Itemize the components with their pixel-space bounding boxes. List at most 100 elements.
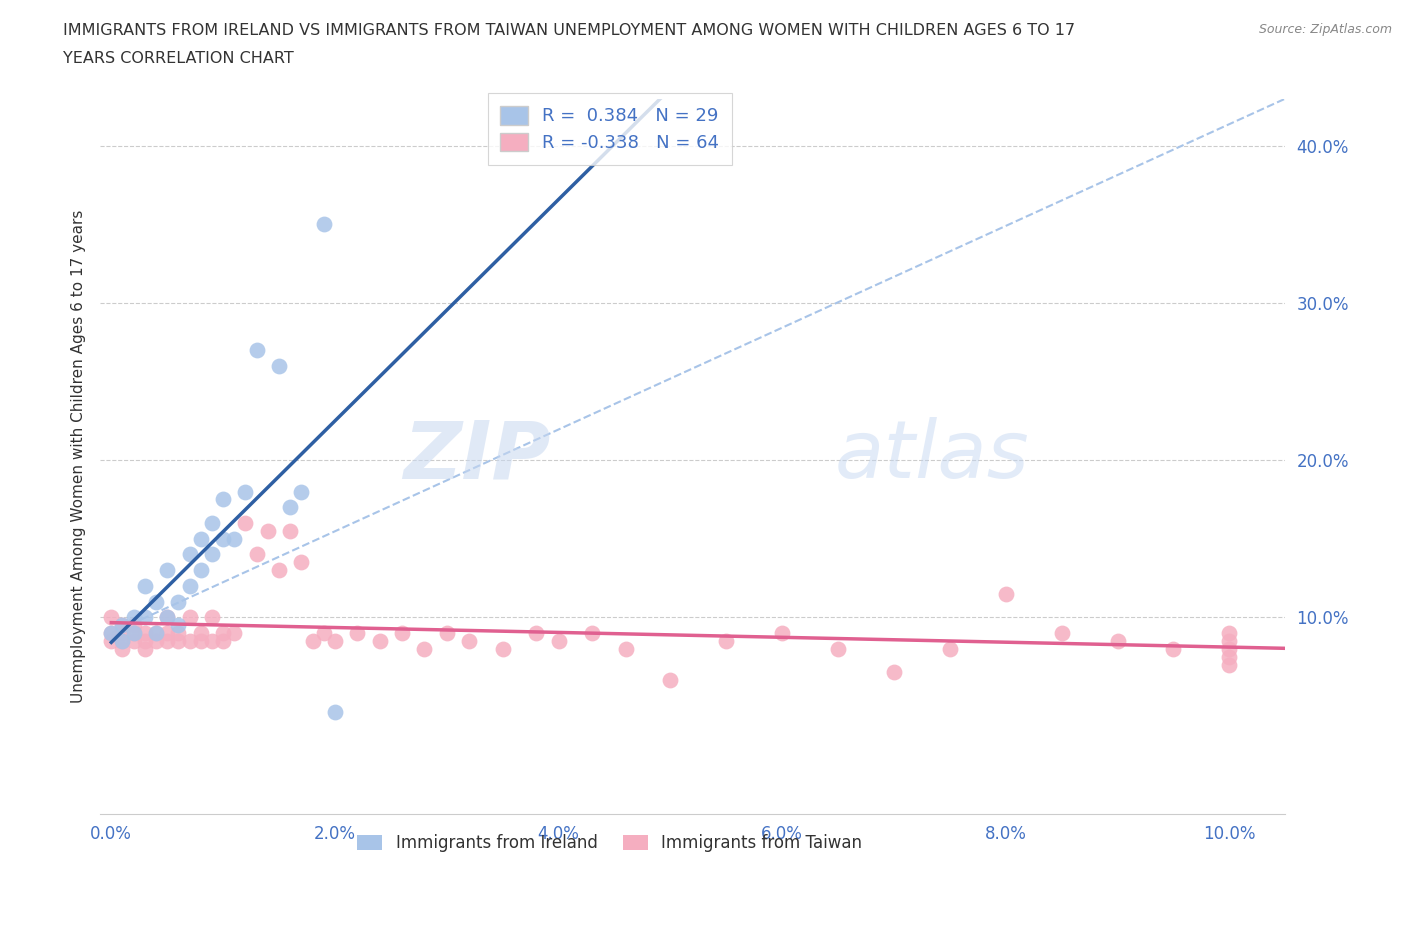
Point (201, 610, 224, 625)
Point (1218, 658, 1240, 672)
Point (391, 626, 413, 641)
Point (659, 672, 682, 687)
Point (491, 642, 513, 657)
Point (179, 633, 201, 648)
Point (1218, 626, 1240, 641)
Point (413, 642, 436, 657)
Point (122, 626, 145, 641)
Point (145, 626, 167, 641)
Point (111, 642, 134, 657)
Point (134, 610, 156, 625)
Point (581, 626, 603, 641)
Point (212, 633, 235, 648)
Point (145, 626, 167, 641)
Point (134, 642, 156, 657)
Point (235, 515, 257, 530)
Point (111, 633, 134, 648)
Point (167, 594, 190, 609)
Point (290, 485, 312, 499)
Point (278, 524, 301, 538)
Point (122, 610, 145, 625)
Point (111, 618, 134, 632)
Point (212, 531, 235, 546)
Point (190, 633, 212, 648)
Point (368, 633, 391, 648)
Point (190, 626, 212, 641)
Point (323, 633, 346, 648)
Point (145, 633, 167, 648)
Point (524, 626, 547, 641)
Point (156, 626, 179, 641)
Point (547, 633, 569, 648)
Point (156, 610, 179, 625)
Point (122, 618, 145, 632)
Point (224, 626, 246, 641)
Point (1218, 642, 1240, 657)
Point (1218, 649, 1240, 664)
Point (267, 563, 290, 578)
Point (212, 492, 235, 507)
Point (883, 665, 905, 680)
Point (179, 547, 201, 562)
Point (179, 610, 201, 625)
Point (1107, 633, 1129, 648)
Point (156, 610, 179, 625)
Point (190, 531, 212, 546)
Point (156, 633, 179, 648)
Point (134, 633, 156, 648)
Point (190, 563, 212, 578)
Point (167, 618, 190, 632)
Point (346, 626, 368, 641)
Point (145, 594, 167, 609)
Point (111, 618, 134, 632)
Point (770, 626, 793, 641)
Point (134, 578, 156, 593)
Point (614, 642, 637, 657)
Point (290, 555, 312, 570)
Point (201, 633, 224, 648)
Point (134, 626, 156, 641)
Point (312, 217, 335, 232)
Point (994, 586, 1017, 601)
Text: ZIP: ZIP (404, 418, 551, 496)
Legend: Immigrants from Ireland, Immigrants from Taiwan: Immigrants from Ireland, Immigrants from… (350, 828, 869, 859)
Text: atlas: atlas (835, 418, 1029, 496)
Point (201, 547, 224, 562)
Point (100, 626, 122, 641)
Point (100, 610, 122, 625)
Point (458, 633, 481, 648)
Point (1218, 633, 1240, 648)
Point (201, 515, 224, 530)
Point (156, 563, 179, 578)
Point (436, 626, 458, 641)
Point (246, 343, 269, 358)
Point (235, 485, 257, 499)
Point (100, 633, 122, 648)
Text: Source: ZipAtlas.com: Source: ZipAtlas.com (1258, 23, 1392, 36)
Y-axis label: Unemployment Among Women with Children Ages 6 to 17 years: Unemployment Among Women with Children A… (72, 209, 86, 703)
Point (827, 642, 849, 657)
Point (1163, 642, 1185, 657)
Point (267, 358, 290, 373)
Text: YEARS CORRELATION CHART: YEARS CORRELATION CHART (63, 51, 294, 66)
Point (323, 704, 346, 719)
Point (100, 626, 122, 641)
Point (939, 642, 962, 657)
Point (122, 626, 145, 641)
Text: IMMIGRANTS FROM IRELAND VS IMMIGRANTS FROM TAIWAN UNEMPLOYMENT AMONG WOMEN WITH : IMMIGRANTS FROM IRELAND VS IMMIGRANTS FR… (63, 23, 1076, 38)
Point (246, 547, 269, 562)
Point (716, 633, 738, 648)
Point (212, 626, 235, 641)
Point (111, 633, 134, 648)
Point (301, 633, 323, 648)
Point (312, 626, 335, 641)
Point (179, 578, 201, 593)
Point (224, 531, 246, 546)
Point (111, 626, 134, 641)
Point (1050, 626, 1073, 641)
Point (256, 524, 278, 538)
Point (167, 626, 190, 641)
Point (278, 500, 301, 515)
Point (167, 633, 190, 648)
Point (122, 633, 145, 648)
